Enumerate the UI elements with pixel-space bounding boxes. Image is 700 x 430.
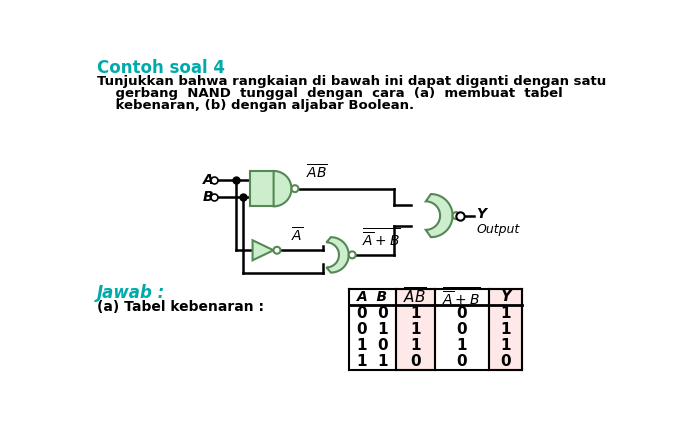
Polygon shape	[326, 237, 349, 273]
Text: 1: 1	[410, 322, 421, 337]
Text: Y: Y	[477, 207, 486, 221]
Text: 0: 0	[456, 322, 467, 337]
Text: 1: 1	[500, 338, 510, 353]
Text: Contoh soal 4: Contoh soal 4	[97, 59, 225, 77]
Text: Jawab :: Jawab :	[97, 284, 165, 302]
Circle shape	[453, 212, 460, 219]
Circle shape	[349, 252, 356, 258]
Text: B: B	[203, 190, 214, 204]
Text: A: A	[203, 173, 214, 187]
Polygon shape	[253, 240, 274, 260]
Text: 0: 0	[456, 354, 467, 369]
Text: $\overline{AB}$: $\overline{AB}$	[403, 287, 427, 307]
Text: 1: 1	[410, 338, 421, 353]
Text: gerbang  NAND  tunggal  dengan  cara  (a)  membuat  tabel: gerbang NAND tunggal dengan cara (a) mem…	[97, 87, 563, 100]
Text: 0  0: 0 0	[357, 305, 388, 320]
Text: 0  1: 0 1	[357, 322, 388, 337]
Text: $\overline{A}$: $\overline{A}$	[291, 226, 303, 244]
Bar	[396, 289, 435, 370]
Text: A  B: A B	[357, 290, 388, 304]
Text: kebenaran, (b) dengan aljabar Boolean.: kebenaran, (b) dengan aljabar Boolean.	[97, 99, 414, 112]
Text: Output: Output	[477, 223, 520, 236]
Polygon shape	[274, 171, 291, 206]
Bar	[489, 289, 522, 370]
Circle shape	[291, 185, 298, 192]
Text: 0: 0	[410, 354, 421, 369]
Text: $\overline{\overline{A}+B}$: $\overline{\overline{A}+B}$	[442, 286, 481, 308]
Text: 1: 1	[456, 338, 467, 353]
Text: 1  0: 1 0	[357, 338, 388, 353]
Text: (a) Tabel kebenaran :: (a) Tabel kebenaran :	[97, 300, 264, 314]
Text: $\overline{\overline{A}+B}$: $\overline{\overline{A}+B}$	[362, 226, 400, 249]
Text: Y: Y	[500, 289, 511, 304]
Circle shape	[274, 247, 281, 254]
Polygon shape	[251, 171, 274, 206]
Polygon shape	[426, 194, 453, 237]
Text: $\overline{AB}$: $\overline{AB}$	[306, 163, 328, 182]
Text: 1: 1	[410, 305, 421, 320]
Text: 1: 1	[500, 322, 510, 337]
Text: 0: 0	[456, 305, 467, 320]
Text: 1: 1	[500, 305, 510, 320]
Text: 1  1: 1 1	[357, 354, 388, 369]
Text: 0: 0	[500, 354, 510, 369]
Text: Tunjukkan bahwa rangkaian di bawah ini dapat diganti dengan satu: Tunjukkan bahwa rangkaian di bawah ini d…	[97, 75, 606, 88]
